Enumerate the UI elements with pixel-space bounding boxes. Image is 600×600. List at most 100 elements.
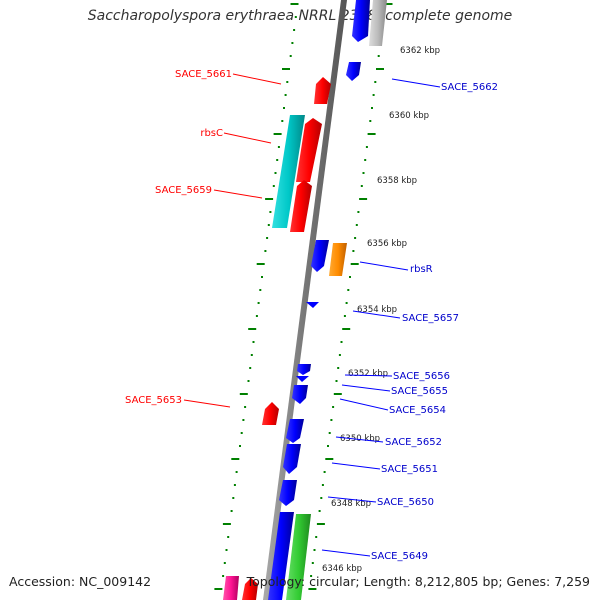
gene-arrow-rbsR (311, 240, 329, 272)
ruler-tick (384, 3, 393, 5)
ruler-tick (369, 120, 372, 122)
ruler-tick (354, 237, 357, 239)
gene-arrow-SACE_5654 (292, 385, 308, 404)
gene-arrow-green (286, 514, 311, 600)
gene-label-SACE_5650: SACE_5650 (377, 497, 434, 508)
label-leaders (183, 73, 441, 557)
ruler-tick (321, 484, 324, 486)
ruler-tick (227, 536, 230, 538)
ruler-tick (318, 510, 321, 512)
gene-arrow-top-blue (352, 0, 370, 42)
ruler-tick (372, 94, 375, 96)
ruler-tick (240, 432, 243, 434)
gene-label-SACE_5651: SACE_5651 (381, 464, 438, 475)
ruler-tick (352, 250, 355, 252)
ruler-tick (214, 588, 223, 590)
ruler-tick (362, 172, 365, 174)
ruler-tick (349, 276, 351, 278)
ruler-tick (315, 536, 318, 538)
ruler-tick (232, 497, 235, 499)
ruler-tick (223, 562, 226, 564)
ruler-tick (222, 523, 231, 525)
gene-arrow-bottom-red (242, 578, 258, 600)
ruler-tick (371, 107, 373, 109)
gene-arrow-bottom-magenta (223, 576, 239, 600)
ruler-tick (274, 172, 277, 174)
gene-labels-forward: SACE_5661 rbsC SACE_5659 SACE_5653 (125, 69, 232, 406)
gene-arrow-SACE_5652 (286, 419, 304, 443)
ruler-tick (374, 81, 377, 83)
gene-arrow-SACE_5650 (279, 480, 297, 506)
leader-SACE_5657 (352, 310, 401, 319)
gene-arrow-SACE_5659 (290, 180, 312, 232)
ruler-tick (343, 315, 346, 317)
ruler-tick (345, 302, 348, 304)
leader-SACE_5655 (341, 384, 391, 392)
ruler-tick (320, 497, 323, 499)
gene-arrow-SACE_5661 (314, 77, 331, 104)
ruler-tick (332, 406, 335, 408)
gene-arrow-SACE_5655 (296, 376, 309, 382)
ruler-tick (284, 94, 287, 96)
gene-label-SACE_5661: SACE_5661 (175, 69, 232, 80)
ruler-tick (264, 250, 267, 252)
ruler-tick (327, 445, 329, 447)
ruler-tick (249, 367, 252, 369)
ruler-tick (325, 458, 334, 460)
gene-label-SACE_5657: SACE_5657 (402, 313, 459, 324)
ruler-tick (286, 81, 289, 83)
ruler-tick (267, 224, 270, 226)
ruler-tick (256, 263, 265, 265)
ruler-tick (360, 185, 363, 187)
ruler-tick (316, 523, 325, 525)
ruler-tick (233, 484, 236, 486)
ruler-tick (273, 133, 282, 135)
ruler-tick (247, 380, 250, 382)
tick-label: 6350 kbp (340, 434, 380, 444)
ruler-tick (335, 380, 338, 382)
leader-SACE_5661 (232, 73, 282, 85)
gene-arrow-SACE_5649 (268, 512, 294, 600)
leader-SACE_5652 (335, 436, 384, 443)
ruler-tick (261, 276, 263, 278)
ruler-tick (311, 562, 314, 564)
gene-arrow-top-grey (369, 0, 387, 46)
tick-label: 6360 kbp (389, 111, 429, 121)
gene-arrow-SACE_5662 (346, 62, 361, 81)
ruler-tick (255, 315, 258, 317)
leader-SACE_5653 (183, 399, 231, 408)
ruler-tick (276, 159, 279, 161)
tick-label: 6358 kbp (377, 176, 417, 186)
genome-summary: Topology: circular; Length: 8,212,805 bp… (246, 574, 590, 589)
leader-SACE_5649 (321, 549, 371, 557)
tick-label: 6354 kbp (357, 305, 397, 315)
ruler-tick (290, 3, 299, 5)
ruler-tick (252, 341, 255, 343)
ruler-tick (323, 471, 326, 473)
ruler-tick (291, 42, 294, 44)
ruler-tick (377, 55, 380, 57)
ruler-tick (272, 185, 275, 187)
gene-arrow-SACE_5653 (262, 402, 279, 425)
ruler-tick (230, 510, 233, 512)
tick-label: 6362 kbp (400, 46, 440, 56)
ruler-tick (222, 575, 225, 577)
ruler-tick (330, 419, 333, 421)
ruler-tick (350, 263, 359, 265)
ruler-tick (333, 393, 342, 395)
gene-arrow-rbsC (296, 118, 322, 182)
ruler-tick (310, 575, 313, 577)
gene-arrow-orange (329, 243, 347, 276)
ruler-tick (283, 107, 285, 109)
feature-layer (223, 0, 387, 600)
ruler-tick (328, 432, 331, 434)
ruler-tick (259, 289, 262, 291)
leader-rbsC (223, 132, 272, 144)
ruler-tick (308, 588, 317, 590)
map-title: Saccharopolyspora erythraea NRRL 2338, c… (87, 8, 513, 24)
ruler-tick (357, 211, 360, 213)
ruler-tick (266, 237, 269, 239)
accession-label: Accession: NC_009142 (9, 574, 152, 589)
gene-label-SACE_5659: SACE_5659 (155, 185, 212, 196)
ruler-tick (282, 68, 290, 70)
